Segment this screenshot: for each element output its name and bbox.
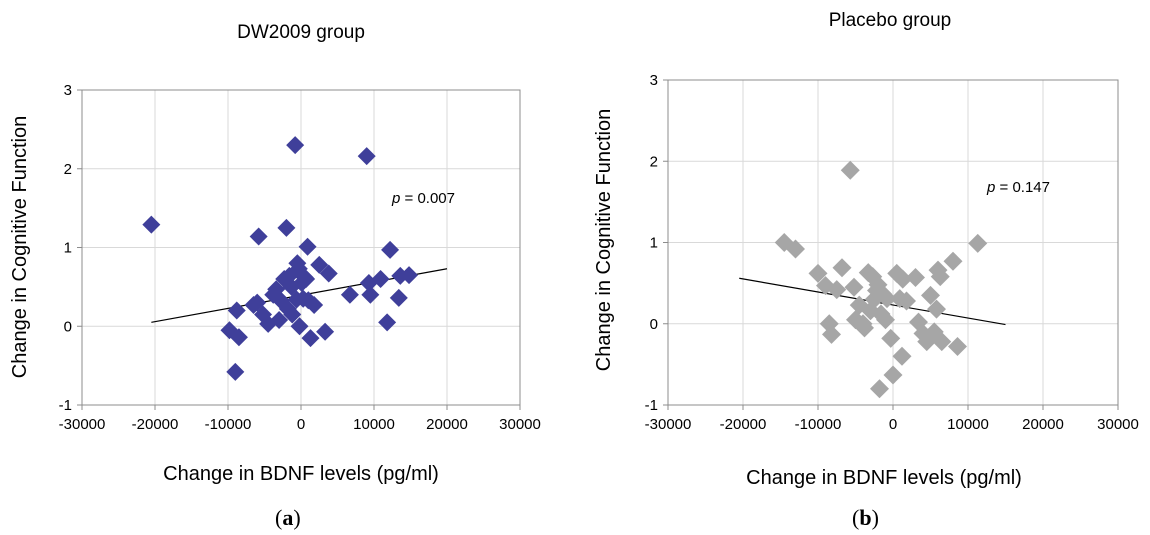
x-tick-label-b: 10000 (947, 416, 989, 433)
x-tick-label-b: 30000 (1097, 416, 1139, 433)
x-axis-title-a: Change in BDNF levels (pg/ml) (163, 463, 439, 485)
data-point-b (897, 291, 916, 311)
data-point-b (870, 379, 889, 399)
p-value-annotation-b: p = 0.147 (986, 179, 1050, 196)
data-point-a (249, 227, 268, 246)
data-point-a (290, 317, 309, 336)
chart-title-b: Placebo group (829, 10, 952, 31)
data-point-a (227, 301, 246, 320)
data-point-b (877, 289, 897, 309)
panel-label-b: (b) (852, 505, 879, 530)
data-point-a (378, 313, 397, 332)
y-tick-label-b: 2 (650, 153, 658, 170)
gridlines-b (668, 80, 1118, 405)
x-tick-label-a: 20000 (426, 416, 468, 433)
data-point-b (943, 251, 963, 271)
data-point-b (832, 258, 852, 278)
y-tick-label-a: 2 (64, 161, 72, 178)
data-point-a (226, 362, 245, 381)
y-tick-label-a: 1 (64, 240, 72, 257)
data-point-b (881, 328, 901, 348)
data-point-b (968, 233, 988, 253)
y-tick-label-a: 3 (64, 82, 72, 99)
data-point-b (892, 346, 912, 366)
y-axis-title-b: Change in Cognitive Function (593, 109, 615, 371)
data-point-b (844, 277, 864, 297)
data-point-b (906, 267, 925, 287)
data-point-b (876, 310, 895, 330)
x-tick-label-b: 0 (889, 416, 897, 433)
data-point-a (371, 270, 390, 288)
data-point-b (930, 267, 950, 287)
x-tick-label-a: -10000 (205, 416, 252, 433)
data-point-a (286, 136, 305, 155)
x-tick-label-b: -30000 (645, 416, 692, 433)
p-value-symbol-a: p (391, 190, 400, 207)
data-point-b (921, 285, 940, 305)
data-points-a (142, 136, 419, 381)
data-point-a (319, 264, 338, 283)
chart-panel-a: DW2009 group -30000 -20000 -10000 0 10000 200… (9, 22, 541, 530)
data-point-a (357, 147, 376, 166)
data-point-a (297, 270, 316, 288)
x-tick-label-b: -10000 (795, 416, 842, 433)
y-tick-labels-b: -1 0 1 2 3 (645, 72, 668, 414)
x-tick-labels-b: -30000 -20000 -10000 0 10000 20000 30000 (645, 405, 1139, 433)
p-value-annotation-a: p = 0.007 (391, 190, 455, 207)
data-point-a (277, 218, 296, 237)
data-point-b (927, 299, 946, 319)
data-point-b (883, 365, 903, 385)
p-value-text-a: = 0.007 (400, 190, 455, 207)
data-point-b (808, 263, 828, 283)
data-point-a (316, 322, 335, 341)
x-tick-label-a: 10000 (353, 416, 395, 433)
data-point-b (827, 280, 847, 300)
x-axis-title-b: Change in BDNF levels (pg/ml) (746, 467, 1022, 489)
data-point-a (340, 285, 359, 304)
data-point-b (893, 269, 913, 289)
data-point-a (381, 240, 400, 259)
x-tick-label-a: 30000 (499, 416, 541, 433)
data-point-b (822, 324, 841, 344)
y-tick-label-b: 1 (650, 235, 658, 252)
data-point-a (301, 329, 320, 348)
x-tick-label-a: 0 (297, 416, 305, 433)
data-point-a (361, 285, 380, 304)
data-point-a (283, 305, 302, 324)
y-tick-label-a: -1 (59, 397, 72, 414)
x-tick-label-a: -30000 (59, 416, 106, 433)
y-tick-label-b: 0 (650, 316, 658, 333)
data-point-b (932, 332, 952, 352)
data-point-a (400, 266, 419, 285)
data-point-a (142, 215, 161, 234)
chart-title-a: DW2009 group (237, 22, 365, 43)
data-point-a (270, 310, 289, 329)
data-point-b (840, 160, 860, 180)
x-tick-label-b: -20000 (720, 416, 767, 433)
data-point-a (310, 255, 329, 274)
data-points-b (774, 160, 988, 399)
data-point-a (389, 288, 408, 307)
data-point-a (305, 295, 324, 314)
x-tick-labels-a: -30000 -20000 -10000 0 10000 20000 30000 (59, 405, 541, 433)
panel-label-a: (a) (275, 505, 301, 530)
chart-panel-b: Placebo group -30000 -20000 -10000 0 10000 20… (593, 10, 1139, 530)
x-tick-label-b: 20000 (1022, 416, 1064, 433)
y-tick-label-b: 3 (650, 72, 658, 89)
y-tick-label-a: 0 (64, 318, 72, 335)
data-point-a (229, 328, 248, 347)
y-tick-label-b: -1 (645, 397, 658, 414)
y-tick-labels-a: -1 0 1 2 3 (59, 82, 82, 414)
data-point-b (948, 337, 967, 356)
data-point-a (298, 237, 317, 256)
p-value-text-b: = 0.147 (995, 179, 1050, 196)
y-axis-title-a: Change in Cognitive Function (9, 116, 31, 378)
p-value-symbol-b: p (986, 179, 995, 196)
data-point-b (855, 318, 874, 338)
x-tick-label-a: -20000 (132, 416, 179, 433)
data-point-b (786, 239, 805, 259)
